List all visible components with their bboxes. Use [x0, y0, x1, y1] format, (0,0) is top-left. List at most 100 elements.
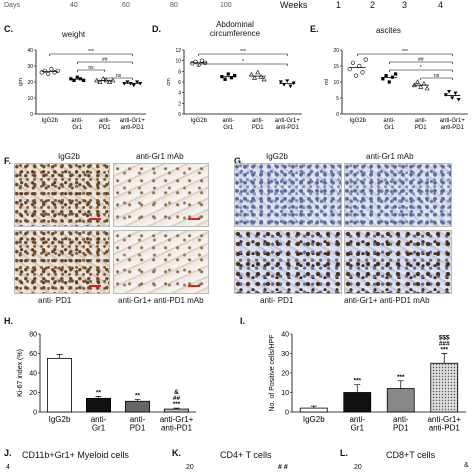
y-tick-label: 30 [281, 351, 289, 358]
data-point [350, 60, 356, 65]
x-tick-label: anti- [415, 118, 427, 124]
error-bar [310, 405, 317, 409]
y-tick-label: 4 [178, 91, 181, 97]
y-tick-label: 20 [281, 371, 289, 378]
significance-bracket [198, 63, 288, 66]
data-point [418, 84, 424, 89]
significance-mark: *** [353, 378, 361, 385]
y-tick-label: 10 [27, 96, 33, 102]
x-tick-label: PD1 [130, 424, 146, 433]
weeks-tick: 2 [370, 0, 376, 10]
data-point [255, 69, 261, 75]
significance-mark: *** [88, 49, 94, 55]
micrograph-anti-gr1 [113, 163, 209, 227]
x-tick-label: anti-PD1 [276, 125, 300, 131]
significance-bracket [357, 53, 453, 56]
data-point [233, 74, 237, 78]
y-tick-label: 20 [29, 390, 37, 397]
significance-mark: ## [102, 57, 108, 63]
bar [47, 357, 72, 413]
significance-mark: ### [439, 341, 450, 348]
panel-title: CD8+T cells [386, 450, 436, 460]
panel-e: E. ascites 0 5 10 15 20 ml IgG2b anti- Gr1 anti- P… [306, 22, 474, 150]
panel-f: F. IgG2b anti-Gr1 mAb anti- PD1 anti-Gr1… [0, 150, 232, 310]
x-tick-label: anti-Gr1+ [440, 118, 466, 124]
panel-letter: K. [172, 448, 181, 458]
significance-mark: & [174, 389, 179, 396]
significance-mark: & [464, 462, 469, 469]
x-tick-label: anti-Gr1+ [160, 415, 194, 424]
weeks-label: Weeks [280, 0, 308, 10]
data-point [424, 85, 430, 91]
x-tick-label: IgG2b [191, 118, 208, 124]
data-point [75, 75, 79, 79]
error-bar [95, 396, 102, 399]
panel-letter: E. [310, 24, 319, 34]
data-point [387, 80, 391, 84]
significance-bracket [104, 77, 133, 80]
significance-mark: ns [116, 73, 122, 79]
y-tick-label: 40 [27, 48, 33, 54]
weeks-tick: 4 [438, 0, 444, 10]
data-point [94, 77, 100, 83]
y-tick-label: 10 [333, 80, 339, 86]
y-tick-label: 10 [175, 59, 181, 65]
micrograph-igg2b [234, 163, 342, 227]
panel-title: CD4+ T cells [220, 450, 272, 460]
y-tick-label: 0 [336, 112, 339, 118]
panel-title: weight [62, 30, 86, 39]
error-bar [441, 353, 448, 364]
x-tick-label: Gr1 [72, 125, 83, 131]
y-tick-label: 5 [336, 96, 339, 102]
y-tick-label: 40 [281, 332, 289, 339]
x-tick-label: IgG2b [350, 118, 367, 124]
axis-tick: 20 [354, 464, 362, 471]
panel-letter: H. [4, 316, 13, 326]
panel-title: Abdominal circumference [209, 20, 261, 38]
x-tick-label: anti-PD1 [121, 125, 145, 131]
data-point [131, 83, 136, 88]
significance-mark: # # [278, 464, 288, 471]
x-tick-label: anti- [349, 415, 365, 424]
significance-bracket [76, 69, 106, 72]
y-tick-label: 10 [281, 390, 289, 397]
image-label: IgG2b [266, 152, 288, 161]
y-tick-label: 0 [33, 410, 37, 417]
data-point [42, 68, 48, 73]
data-point [248, 71, 254, 77]
data-point [381, 77, 385, 81]
data-point [110, 77, 116, 83]
bottom-row: J. CD11b+Gr1+ Myeloid cells 4 K. CD4+ T … [0, 444, 474, 474]
significance-mark: * [242, 59, 244, 65]
x-tick-label: Gr1 [92, 424, 106, 433]
scale-bar [89, 285, 101, 287]
data-point [125, 80, 130, 84]
panel-letter: I. [240, 316, 246, 326]
x-tick-label: anti- [71, 118, 83, 124]
x-tick-label: anti-Gr1+ [427, 415, 461, 424]
y-tick-label: 20 [333, 48, 339, 54]
x-tick-label: Gr1 [351, 424, 365, 433]
x-tick-label: PD1 [393, 424, 409, 433]
micrograph-combination [113, 230, 209, 294]
x-tick-label: Gr1 [223, 125, 234, 131]
y-axis-label: No. of Positive cells/HPF [269, 334, 276, 411]
error-bar [56, 354, 63, 359]
data-point [223, 77, 227, 81]
axis-tick: 4 [6, 464, 10, 471]
significance-mark: ## [418, 57, 424, 63]
data-point [450, 96, 455, 100]
error-bar [397, 380, 404, 389]
panel-c: C. weight 0 10 20 30 40 gm IgG2b anti- Gr1 anti- P… [0, 22, 152, 150]
bar [299, 407, 328, 413]
data-point [229, 76, 234, 80]
significance-bracket [49, 53, 133, 56]
y-axis-label: ml [324, 79, 330, 85]
x-tick-label: IgG2b [42, 118, 59, 124]
data-point [226, 72, 230, 76]
x-tick-label: anti-Gr1+ [120, 118, 146, 124]
weeks-tick: 3 [402, 0, 408, 10]
x-tick-label: IgG2b [303, 415, 325, 424]
